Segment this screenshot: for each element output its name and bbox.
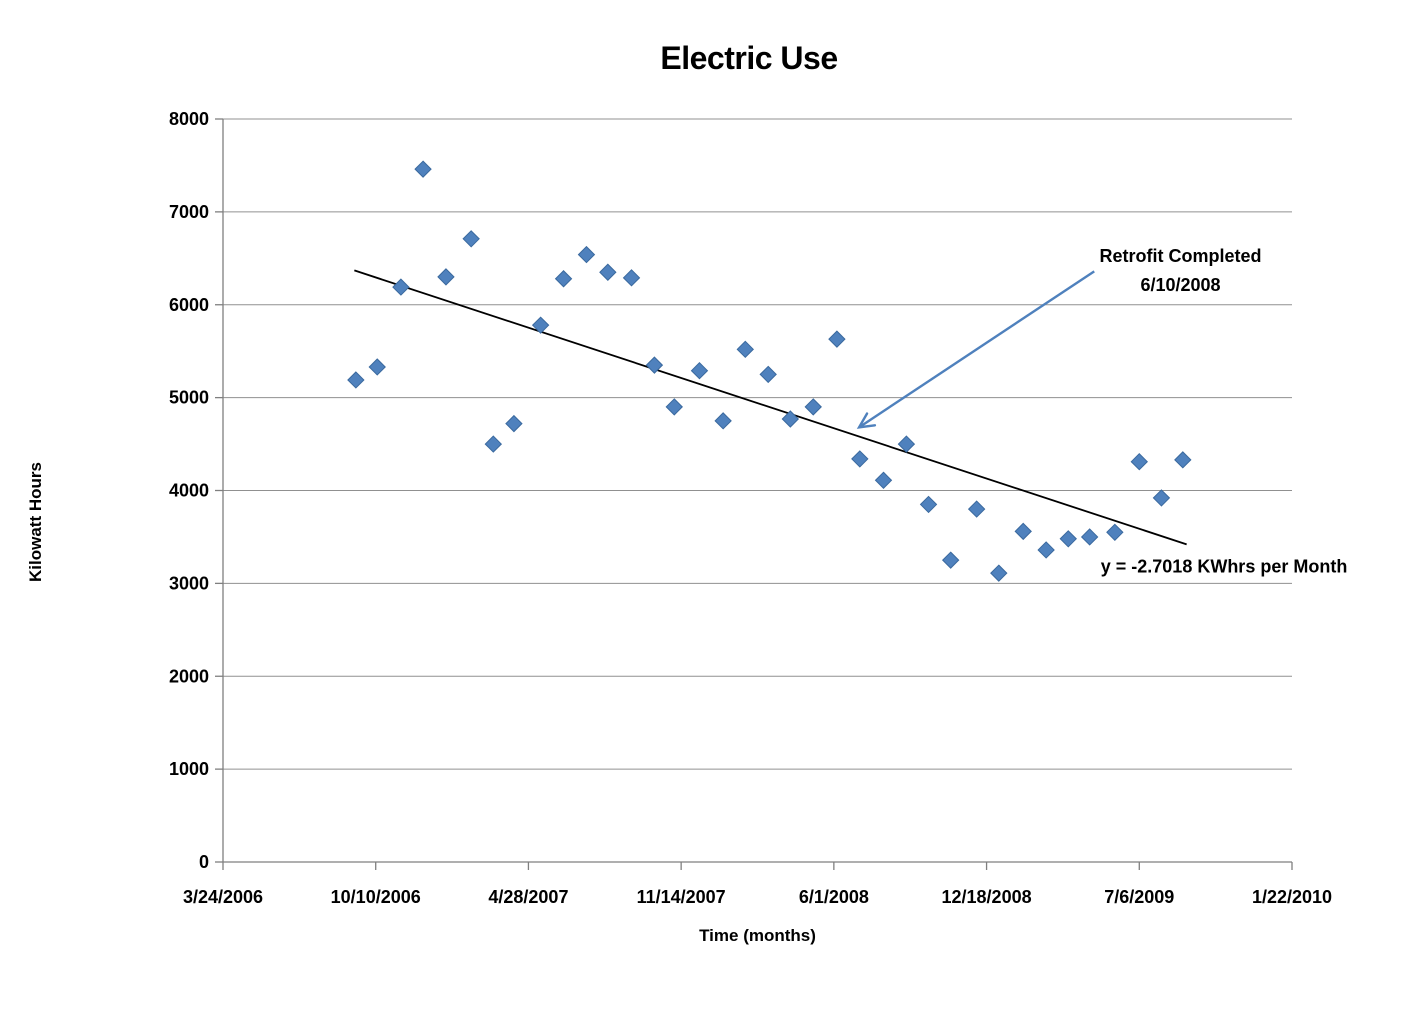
annotation-arrowhead	[856, 412, 877, 429]
data-point	[759, 365, 777, 384]
data-point	[1080, 528, 1099, 546]
data-point	[990, 564, 1008, 582]
data-point	[554, 270, 573, 288]
y-tick-label: 4000	[169, 481, 209, 501]
data-point	[462, 230, 480, 248]
data-point	[897, 435, 916, 453]
data-point	[967, 500, 986, 518]
data-point	[531, 316, 550, 334]
x-tick-label: 7/6/2009	[1104, 887, 1174, 907]
data-point	[392, 278, 410, 296]
x-axis-title: Time (months)	[699, 926, 816, 945]
y-tick-label: 1000	[169, 759, 209, 779]
data-point	[1174, 451, 1192, 469]
trendline-equation: y = -2.7018 KWhrs per Month	[1100, 556, 1348, 577]
data-point	[736, 340, 754, 359]
x-tick-label: 11/14/2007	[637, 887, 726, 907]
retrofit-annotation-line2: 6/10/2008	[1140, 275, 1221, 296]
data-point	[414, 160, 432, 178]
data-point	[919, 495, 938, 514]
x-tick-label: 12/18/2008	[942, 887, 1032, 907]
data-point	[622, 269, 641, 287]
data-point	[1130, 453, 1148, 471]
data-point	[851, 450, 869, 468]
retrofit-annotation: Retrofit Completed 6/10/2008	[1100, 242, 1262, 300]
data-point	[1037, 541, 1055, 559]
x-tick-label: 1/22/2010	[1252, 887, 1332, 907]
data-point	[665, 398, 683, 416]
data-point	[368, 358, 386, 376]
data-point	[599, 263, 617, 281]
y-tick-label: 6000	[169, 295, 209, 315]
x-tick-label: 4/28/2007	[488, 887, 568, 907]
data-point	[1059, 530, 1077, 548]
y-tick-label: 0	[199, 852, 209, 872]
y-tick-label: 7000	[169, 202, 209, 222]
data-point	[577, 245, 596, 264]
data-point	[505, 414, 523, 433]
retrofit-annotation-line1: Retrofit Completed	[1099, 246, 1262, 267]
data-point	[645, 356, 664, 374]
data-point	[714, 412, 732, 430]
trendline	[354, 269, 1187, 546]
annotation-arrow-line	[858, 270, 1095, 429]
data-point	[781, 410, 800, 428]
data-point	[690, 361, 709, 380]
chart-title: Electric Use	[660, 40, 838, 76]
data-point	[484, 435, 503, 453]
data-point	[941, 551, 960, 569]
x-tick-label: 6/1/2008	[799, 887, 869, 907]
data-point	[347, 371, 365, 389]
data-point	[804, 398, 822, 416]
x-tick-label: 10/10/2006	[331, 887, 421, 907]
x-tick-label: 3/24/2006	[183, 887, 263, 907]
data-point	[828, 330, 846, 348]
y-tick-label: 8000	[169, 109, 209, 129]
data-point	[437, 268, 455, 286]
data-point	[1014, 522, 1032, 541]
data-point	[1106, 523, 1124, 542]
y-tick-label: 2000	[169, 666, 209, 686]
data-point	[874, 471, 893, 489]
data-point	[1152, 489, 1171, 507]
y-tick-label: 3000	[169, 573, 209, 593]
y-tick-label: 5000	[169, 388, 209, 408]
